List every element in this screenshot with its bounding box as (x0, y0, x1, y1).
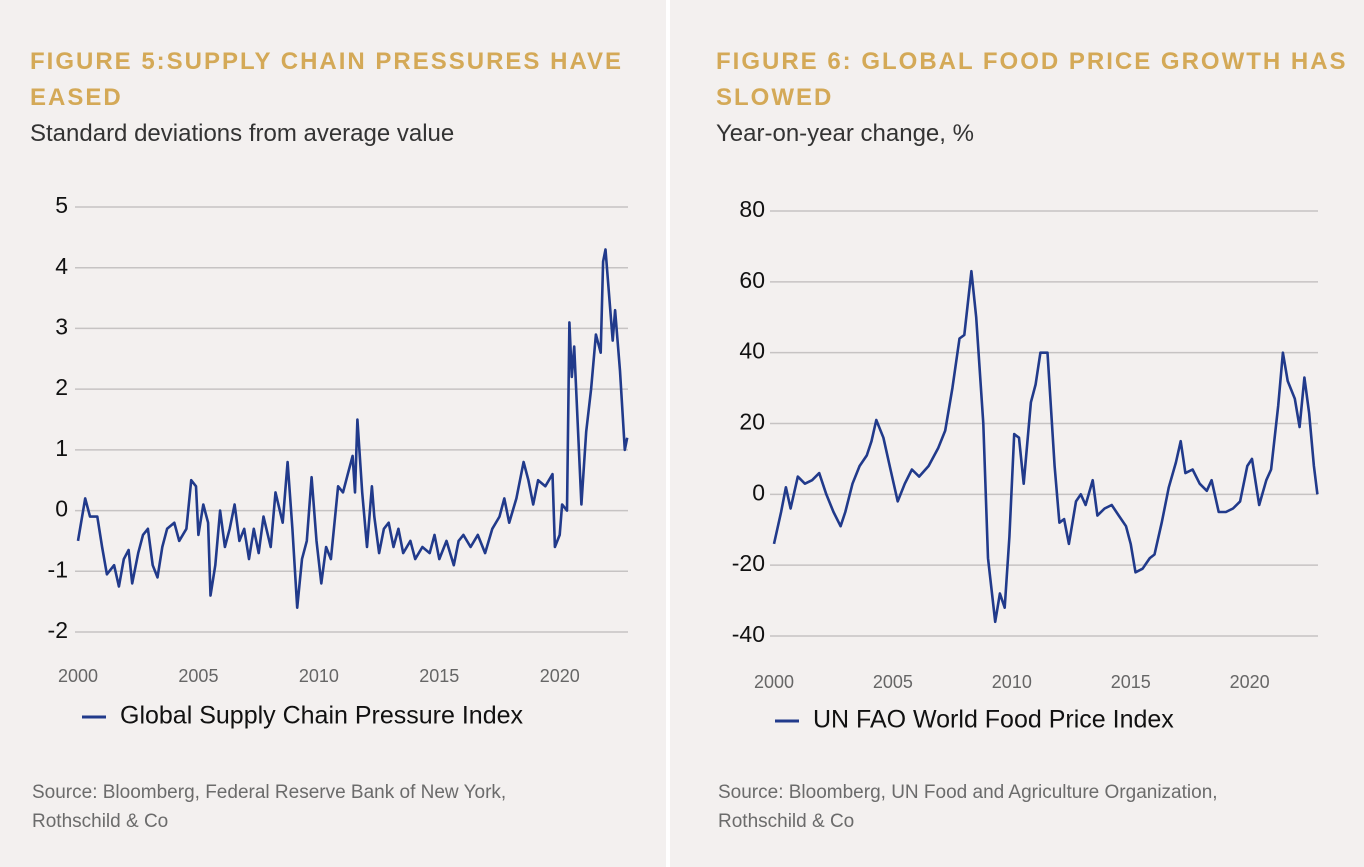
x-tick-label: 2020 (1230, 672, 1270, 692)
y-tick-label: -20 (732, 550, 765, 576)
chart-title: FIGURE 6: GLOBAL FOOD PRICE GROWTH HAS S… (716, 48, 1348, 111)
y-tick-label: 40 (739, 338, 765, 364)
x-tick-label: 2010 (299, 666, 339, 686)
data-line (76, 248, 629, 609)
chart-subtitle: Standard deviations from average value (30, 120, 455, 147)
legend-label: UN FAO World Food Price Index (813, 706, 1174, 734)
y-tick-label: 80 (739, 196, 765, 222)
y-tick-label: 2 (55, 374, 68, 400)
chart-subtitle: Year-on-year change, % (716, 120, 974, 147)
y-tick-label: -1 (48, 556, 68, 582)
x-tick-label: 2015 (1111, 672, 1151, 692)
y-tick-label: 60 (739, 267, 765, 293)
x-tick-label: 2005 (178, 666, 218, 686)
y-tick-label: 0 (55, 496, 68, 522)
chart-source: Source: Bloomberg, UN Food and Agricultu… (718, 782, 1218, 832)
chart-source: Source: Bloomberg, Federal Reserve Bank … (32, 782, 507, 832)
x-tick-label: 2015 (419, 666, 459, 686)
y-tick-label: 3 (55, 314, 68, 340)
x-tick-label: 2020 (540, 666, 580, 686)
y-tick-label: 0 (752, 479, 765, 505)
legend-label: Global Supply Chain Pressure Index (120, 702, 524, 730)
x-tick-label: 2000 (754, 672, 794, 692)
x-tick-label: 2000 (58, 666, 98, 686)
panel-divider (666, 0, 670, 867)
y-tick-label: 20 (739, 409, 765, 435)
y-tick-label: -2 (48, 617, 68, 643)
data-line (772, 269, 1319, 624)
chart-title: FIGURE 5:SUPPLY CHAIN PRESSURES HAVE EAS… (30, 48, 624, 111)
y-tick-label: 4 (55, 253, 68, 279)
x-tick-label: 2010 (992, 672, 1032, 692)
y-tick-label: -40 (732, 621, 765, 647)
y-tick-label: 1 (55, 435, 68, 461)
y-tick-label: 5 (55, 192, 68, 218)
x-tick-label: 2005 (873, 672, 913, 692)
